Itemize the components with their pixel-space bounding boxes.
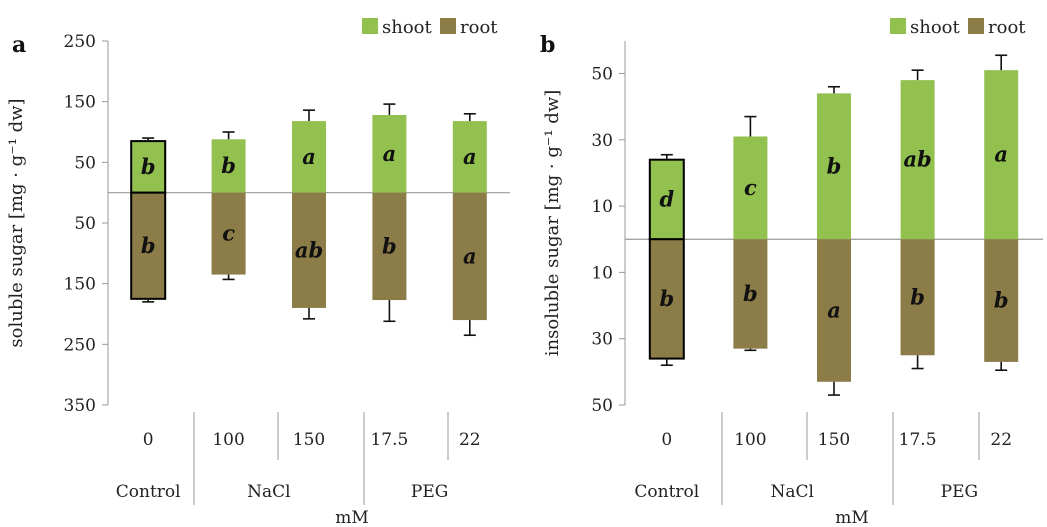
legend-swatch-shoot xyxy=(890,18,906,34)
significance-letter-shoot: b xyxy=(827,153,842,178)
legend-label-shoot: shoot xyxy=(382,17,433,38)
bar-root xyxy=(211,192,246,275)
y-tick-label: 50 xyxy=(591,65,613,85)
x-tick-label: 22 xyxy=(990,430,1012,450)
significance-letter-root: a xyxy=(463,243,477,268)
panel-label: a xyxy=(12,32,26,58)
significance-letter-shoot: a xyxy=(302,144,316,169)
bar-root xyxy=(452,192,487,321)
unit-label: mM xyxy=(835,508,869,527)
y-tick-label: 50 xyxy=(74,153,96,173)
bar-root xyxy=(817,239,851,382)
group-label: NaCl xyxy=(247,482,290,502)
significance-letter-shoot: a xyxy=(463,144,477,169)
y-tick-label: 250 xyxy=(64,32,96,52)
bar-shoot xyxy=(900,80,935,240)
significance-letter-shoot: b xyxy=(221,153,236,178)
bar-root xyxy=(900,239,935,356)
significance-letter-shoot: ab xyxy=(903,147,931,172)
bar-shoot xyxy=(452,121,487,193)
bar-shoot xyxy=(292,121,326,193)
y-tick-label: 150 xyxy=(64,93,96,113)
significance-letter-root: b xyxy=(141,233,156,258)
unit-label: mM xyxy=(335,508,369,527)
bar-shoot xyxy=(733,136,768,240)
x-tick-label: 17.5 xyxy=(899,430,937,450)
bar-shoot xyxy=(817,93,851,240)
group-label: PEG xyxy=(941,482,978,502)
significance-letter-shoot: d xyxy=(659,186,674,211)
significance-letter-root: c xyxy=(222,221,235,246)
legend-swatch-shoot xyxy=(362,18,378,34)
bar-root xyxy=(292,192,326,308)
panel-label: b xyxy=(540,32,555,58)
y-tick-label: 150 xyxy=(64,275,96,295)
group-label: NaCl xyxy=(770,482,813,502)
y-tick-label: 30 xyxy=(591,131,613,151)
y-tick-label: 30 xyxy=(591,330,613,350)
group-label: Control xyxy=(634,482,699,502)
bar-root xyxy=(648,238,685,360)
bar-root xyxy=(984,239,1019,362)
bar-shoot xyxy=(372,115,407,193)
x-tick-label: 17.5 xyxy=(370,430,408,450)
x-tick-label: 150 xyxy=(293,430,325,450)
y-tick-label: 50 xyxy=(591,396,613,416)
y-axis-label: soluble sugar [mg · g⁻¹ dw] xyxy=(6,98,27,347)
x-tick-label: 100 xyxy=(212,430,244,450)
y-tick-label: 350 xyxy=(64,396,96,416)
significance-letter-shoot: a xyxy=(994,142,1008,167)
x-tick-label: 0 xyxy=(143,430,154,450)
bar-root xyxy=(733,239,768,349)
significance-letter-shoot: c xyxy=(744,175,757,200)
y-tick-label: 10 xyxy=(591,197,613,217)
x-tick-label: 150 xyxy=(818,430,850,450)
significance-letter-root: b xyxy=(743,281,758,306)
significance-letter-root: b xyxy=(910,284,925,309)
bar-shoot xyxy=(211,139,246,193)
legend-label-root: root xyxy=(460,17,498,38)
y-tick-label: 10 xyxy=(591,263,613,283)
x-tick-label: 0 xyxy=(661,430,672,450)
y-axis-label: insoluble sugar [mg · g⁻¹ dw] xyxy=(542,90,563,357)
x-tick-label: 22 xyxy=(459,430,481,450)
significance-letter-root: ab xyxy=(295,237,323,262)
bar-root xyxy=(372,192,407,301)
group-label: Control xyxy=(116,482,181,502)
significance-letter-shoot: b xyxy=(141,154,156,179)
significance-letter-root: b xyxy=(659,286,674,311)
x-tick-label: 100 xyxy=(734,430,766,450)
legend-swatch-root xyxy=(968,18,984,34)
significance-letter-root: a xyxy=(827,298,841,323)
y-tick-label: 250 xyxy=(64,335,96,355)
significance-letter-shoot: a xyxy=(383,141,397,166)
bar-shoot xyxy=(984,70,1019,240)
y-tick-label: 50 xyxy=(74,214,96,234)
legend-label-root: root xyxy=(988,17,1026,38)
legend-label-shoot: shoot xyxy=(910,17,961,38)
legend-swatch-root xyxy=(440,18,456,34)
significance-letter-root: b xyxy=(382,233,397,258)
significance-letter-root: b xyxy=(994,288,1009,313)
group-label: PEG xyxy=(411,482,448,502)
